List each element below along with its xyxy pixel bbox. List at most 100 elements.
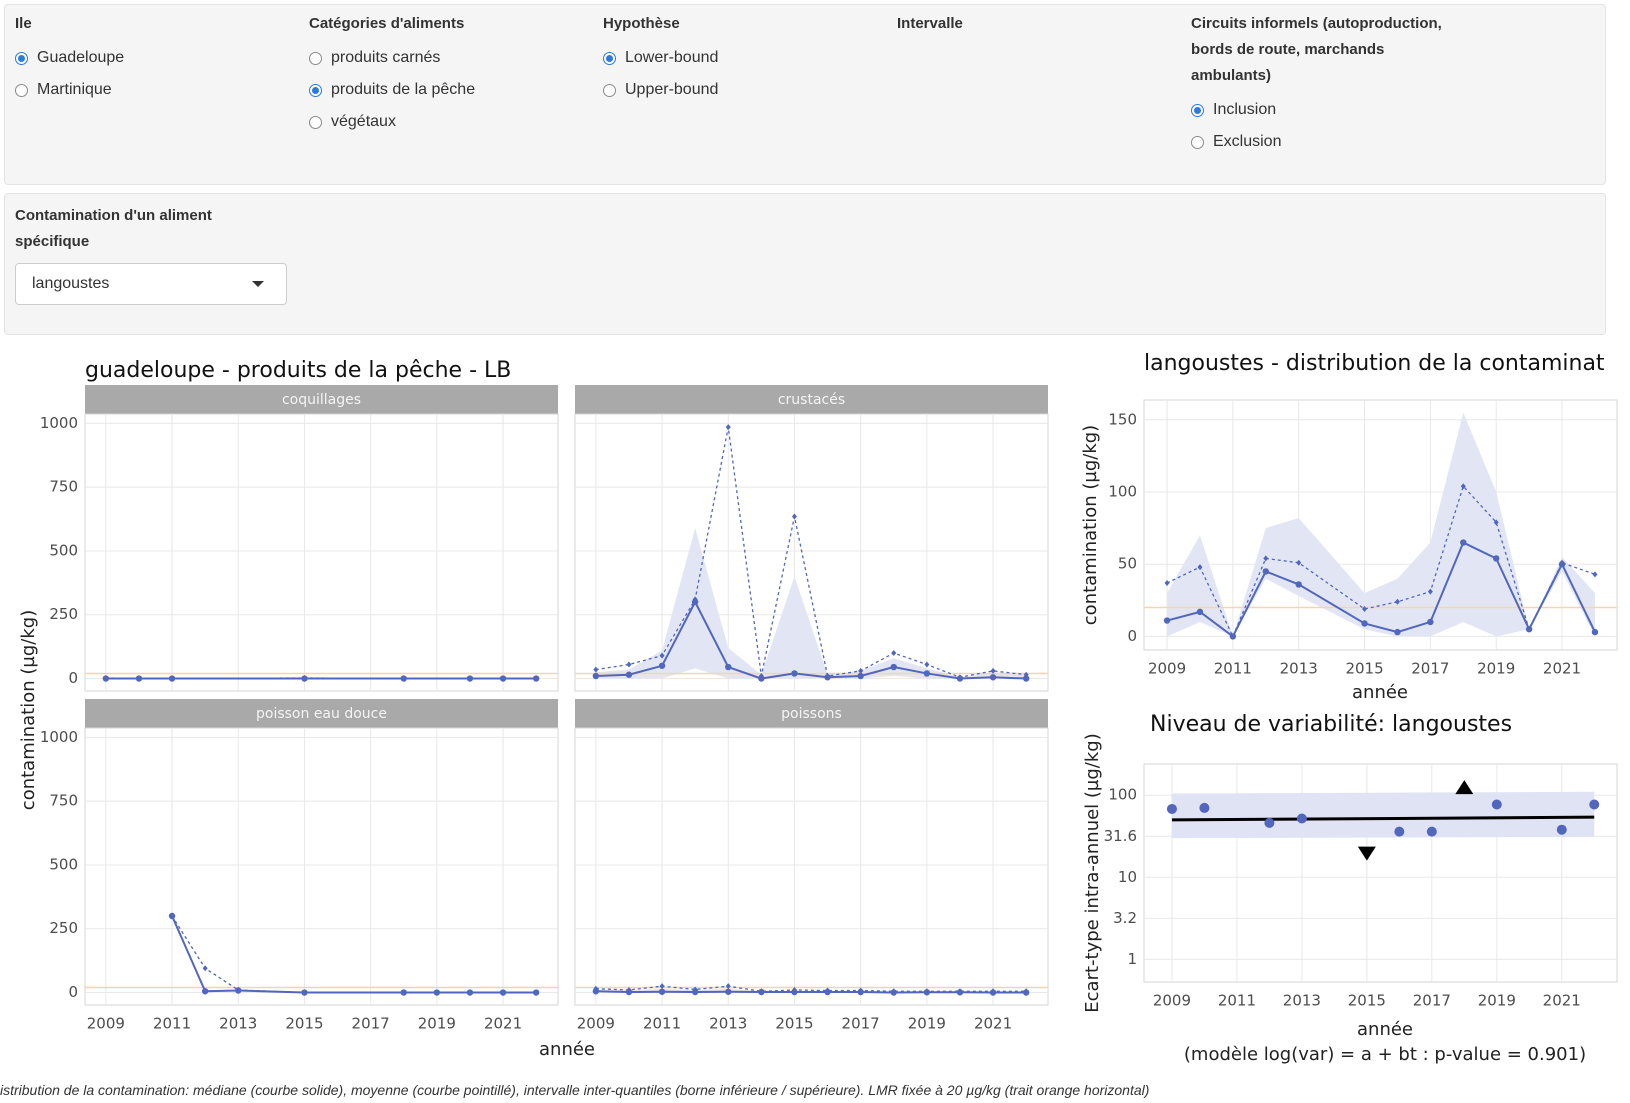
x-tick-label: 2017: [352, 1015, 390, 1033]
food-select[interactable]: langoustes: [15, 263, 287, 305]
mean-point: [593, 666, 599, 673]
y-axis-label: Ecart-type intra-annuel (µg/kg): [1082, 733, 1103, 1012]
median-point: [1262, 568, 1269, 575]
y-tick-label: 250: [49, 919, 78, 937]
mean-point: [235, 986, 241, 993]
x-axis-label: année: [1357, 1019, 1413, 1040]
x-tick-label: 2021: [484, 1015, 522, 1033]
median-point: [1492, 555, 1500, 562]
x-tick-label: 2011: [643, 1015, 681, 1033]
chart-title: langoustes - distribution de la contamin…: [1144, 351, 1605, 376]
point: [1264, 817, 1275, 828]
radio-button: [309, 51, 322, 65]
y-tick-label: 0: [1127, 627, 1137, 645]
radio-option[interactable]: produits de la pêche: [309, 79, 475, 101]
x-tick-label: 2009: [1153, 992, 1191, 1010]
mean-point: [924, 661, 930, 668]
radio-option[interactable]: Exclusion: [1191, 131, 1281, 153]
mean-point: [758, 672, 764, 679]
radio-option[interactable]: produits carnés: [309, 47, 440, 69]
trend-line: [1171, 815, 1595, 822]
chart-title: Niveau de variabilité: langoustes: [1150, 712, 1512, 737]
mean-point: [533, 989, 539, 996]
group-label: Catégories d'aliments: [309, 15, 465, 32]
food-value: langoustes: [32, 275, 110, 292]
mean-point: [858, 667, 864, 674]
median-point: [1427, 618, 1434, 626]
iqr-band: [1171, 791, 1595, 839]
median-point: [1196, 608, 1204, 616]
x-axis-label: année: [539, 1039, 595, 1060]
x-tick-label: 2011: [1218, 992, 1256, 1010]
median-point: [658, 988, 666, 995]
caption: istribution de la contamination: médiane…: [0, 1082, 1150, 1098]
y-tick-label: 1000: [40, 414, 78, 432]
mean-point: [1263, 555, 1269, 562]
mean-point: [533, 675, 539, 682]
x-tick-label: 2013: [709, 1015, 747, 1033]
facet-strip: [85, 385, 558, 414]
radio-option[interactable]: végétaux: [309, 111, 396, 133]
mean-point: [169, 675, 175, 682]
median-point: [857, 672, 864, 680]
x-tick-label: 2017: [1413, 992, 1451, 1010]
y-tick-label: 0: [68, 983, 78, 1001]
mean-point: [1592, 571, 1598, 578]
mean-point: [500, 675, 506, 682]
x-tick-label: 2011: [153, 1015, 191, 1033]
mean-point: [401, 675, 407, 682]
radio-label: Upper-bound: [625, 81, 719, 98]
radio-option[interactable]: Upper-bound: [603, 79, 718, 101]
radio-option[interactable]: Guadeloupe: [15, 47, 124, 69]
median-point: [1163, 617, 1171, 624]
point: [1426, 826, 1437, 837]
mean-point: [1164, 579, 1170, 586]
mean-point: [103, 675, 109, 682]
point: [1394, 826, 1405, 837]
radio-option[interactable]: Lower-bound: [603, 47, 718, 69]
radio-label: Lower-bound: [625, 49, 719, 66]
mean-point: [825, 987, 831, 994]
median-point: [791, 670, 798, 677]
radio-button: [309, 115, 322, 129]
mean-point: [957, 674, 963, 681]
mean-point: [1296, 559, 1302, 566]
mean-point: [1460, 483, 1466, 490]
group-label: Hypothèse: [603, 15, 680, 32]
x-tick-label: 2009: [577, 1015, 615, 1033]
radio-label: Guadeloupe: [37, 49, 125, 66]
radio-label: Exclusion: [1213, 133, 1282, 150]
mean-point: [725, 424, 731, 431]
mean-point: [202, 965, 208, 972]
mean-point: [301, 675, 307, 682]
point: [1199, 802, 1210, 813]
median-line: [595, 599, 1027, 680]
facet-strip: [85, 699, 558, 728]
mean-point: [692, 596, 698, 603]
mean-point: [169, 912, 175, 919]
radio-option[interactable]: Martinique: [15, 79, 112, 101]
radio-option[interactable]: Inclusion: [1191, 99, 1276, 121]
x-tick-label: 2013: [219, 1015, 257, 1033]
facet-strip: [575, 385, 1048, 414]
radio-label: produits de la pêche: [331, 81, 476, 98]
x-tick-label: 2009: [1148, 660, 1186, 678]
mean-line: [595, 985, 1027, 992]
x-tick-label: 2013: [1283, 992, 1321, 1010]
point: [1296, 813, 1307, 824]
x-tick-label: 2013: [1280, 660, 1318, 678]
y-tick-label: 1000: [40, 728, 78, 746]
y-axis-label: contamination (µg/kg): [18, 610, 39, 810]
facet-label: coquillages: [282, 392, 361, 408]
mean-point: [1559, 559, 1565, 566]
x-axis-label: année: [1352, 682, 1408, 703]
mean-point: [891, 988, 897, 995]
y-axis-label: contamination (µg/kg): [1080, 425, 1101, 625]
x-tick-label: 2009: [87, 1015, 125, 1033]
facet-strip: [575, 699, 1048, 728]
facet-label: crustacés: [778, 392, 845, 408]
mean-point: [1394, 598, 1400, 605]
mean-point: [924, 988, 930, 995]
radio-label: Inclusion: [1213, 101, 1277, 118]
radio-button: [309, 83, 322, 97]
